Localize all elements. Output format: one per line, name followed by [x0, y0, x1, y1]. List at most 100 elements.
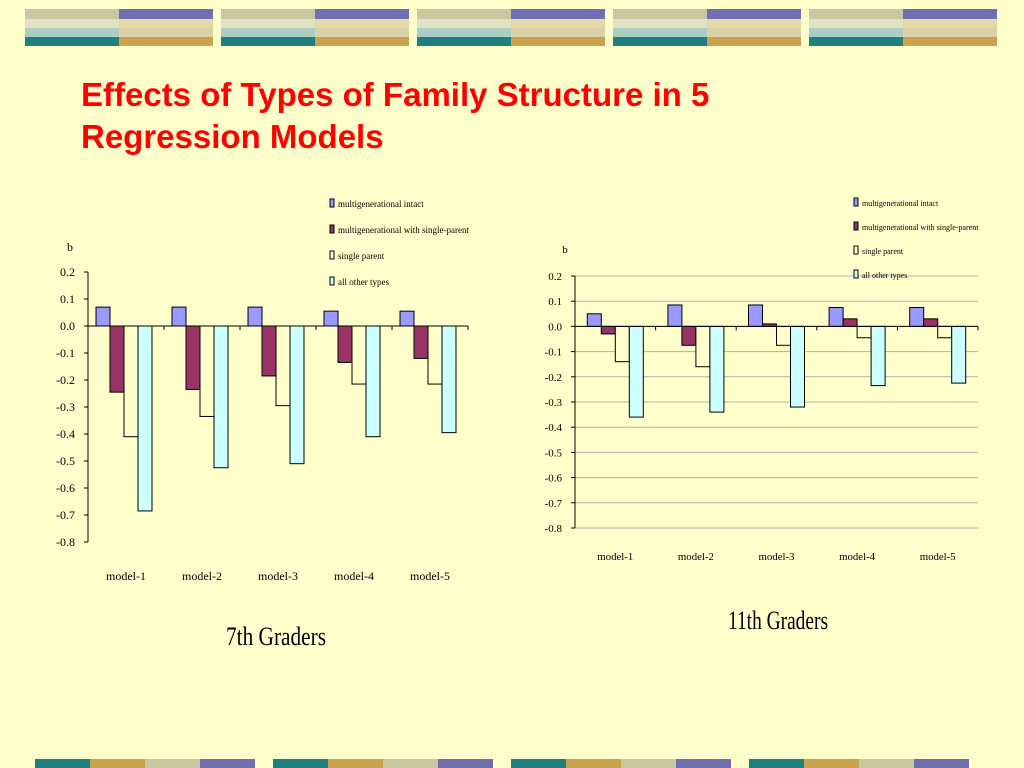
- x-tick-label: model-1: [106, 569, 146, 583]
- bar: [247, 306, 263, 327]
- bar: [870, 325, 886, 387]
- bar: [123, 325, 139, 438]
- x-tick-label: model-2: [678, 551, 714, 563]
- bar: [95, 306, 111, 327]
- x-tick-label: model-2: [182, 569, 222, 583]
- decor-strip-segment: [145, 759, 200, 768]
- decor-strip-segment: [804, 759, 859, 768]
- y-tick-label: -0.7: [56, 508, 75, 522]
- bar: [667, 304, 683, 327]
- bar: [790, 325, 805, 408]
- decor-strip-segment: [731, 759, 749, 768]
- decor-strip-segment: [749, 759, 804, 768]
- decor-strip-segment: [566, 759, 621, 768]
- bar: [909, 307, 925, 327]
- bar: [923, 318, 939, 327]
- decor-strip-segment: [969, 759, 987, 768]
- legend-label: multigenerational with single-parent: [862, 223, 979, 232]
- decor-tile: [417, 9, 605, 46]
- decor-strip-segment: [255, 759, 273, 768]
- y-tick-label: -0.1: [545, 347, 562, 359]
- bar: [289, 325, 305, 465]
- y-tick-label: -0.5: [545, 447, 563, 459]
- bar: [413, 325, 429, 359]
- bar: [842, 318, 858, 327]
- decor-strip-segment: [273, 759, 328, 768]
- legend-swatch: [853, 221, 859, 231]
- y-tick-label: 0.2: [548, 271, 562, 283]
- y-tick-label: 0.1: [60, 292, 75, 306]
- legend-swatch: [329, 276, 335, 286]
- y-tick-label: -0.8: [545, 523, 563, 535]
- slide-title-line-2: Regression Models: [81, 118, 384, 155]
- bar: [856, 325, 872, 339]
- legend-label: multigenerational intact: [338, 199, 424, 209]
- decor-tile: [613, 9, 801, 46]
- bar: [337, 325, 353, 363]
- bar: [323, 310, 339, 327]
- bar: [261, 325, 277, 377]
- y-tick-label: -0.5: [56, 454, 75, 468]
- decor-strip-segment: [493, 759, 511, 768]
- bar: [937, 325, 953, 339]
- x-tick-label: model-5: [920, 551, 956, 563]
- bottom-decoration-strip: [35, 759, 1024, 768]
- bar: [614, 325, 630, 363]
- decor-strip-segment: [200, 759, 255, 768]
- y-tick-label: -0.1: [56, 346, 75, 360]
- legend-swatch: [853, 269, 859, 279]
- decor-strip-segment: [859, 759, 914, 768]
- y-tick-label: -0.4: [545, 422, 563, 434]
- decor-strip-segment: [90, 759, 145, 768]
- decor-strip-segment: [438, 759, 493, 768]
- decor-tile: [25, 9, 213, 46]
- decor-strip-segment: [914, 759, 969, 768]
- decor-tile: [221, 9, 409, 46]
- legend-swatch: [329, 198, 335, 208]
- y-tick-label: -0.3: [56, 400, 75, 414]
- slide-title-line-1: Effects of Types of Family Structure in …: [81, 76, 710, 113]
- x-tick-label: model-4: [334, 569, 374, 583]
- bar: [171, 306, 187, 327]
- bar: [365, 325, 381, 438]
- decor-strip-segment: [383, 759, 438, 768]
- decor-strip-segment: [676, 759, 731, 768]
- legend-label: all other types: [862, 271, 907, 280]
- bar: [681, 325, 697, 346]
- bar: [828, 307, 844, 327]
- y-tick-label: -0.6: [56, 481, 75, 495]
- legend-label: all other types: [338, 277, 389, 287]
- y-axis-label: b: [562, 244, 568, 256]
- decor-strip-segment: [511, 759, 566, 768]
- legend-swatch: [853, 245, 859, 255]
- x-tick-label: model-3: [759, 551, 795, 563]
- slide-title: Effects of Types of Family Structure in …: [81, 74, 901, 158]
- legend-swatch: [853, 197, 859, 207]
- bar: [137, 325, 153, 512]
- decor-tile: [809, 9, 997, 46]
- y-tick-label: -0.4: [56, 427, 75, 441]
- x-tick-label: model-1: [597, 551, 633, 563]
- bar: [441, 325, 457, 434]
- bar: [185, 325, 201, 390]
- y-tick-label: -0.2: [56, 373, 75, 387]
- bar: [628, 325, 644, 418]
- bar: [776, 325, 791, 346]
- y-tick-label: -0.8: [56, 535, 75, 549]
- legend-label: multigenerational intact: [862, 199, 939, 208]
- bar: [109, 325, 125, 393]
- y-tick-label: -0.2: [545, 372, 562, 384]
- y-tick-label: 0.0: [60, 319, 75, 333]
- bar: [213, 325, 229, 469]
- legend-label: single parent: [862, 247, 904, 256]
- decor-strip-segment: [621, 759, 676, 768]
- bar: [275, 325, 291, 407]
- bar: [709, 325, 725, 413]
- legend-swatch: [329, 224, 335, 234]
- bar: [748, 304, 763, 327]
- bar: [600, 325, 616, 335]
- decor-strip-segment: [328, 759, 383, 768]
- bar: [427, 325, 443, 385]
- y-tick-label: -0.6: [545, 473, 563, 485]
